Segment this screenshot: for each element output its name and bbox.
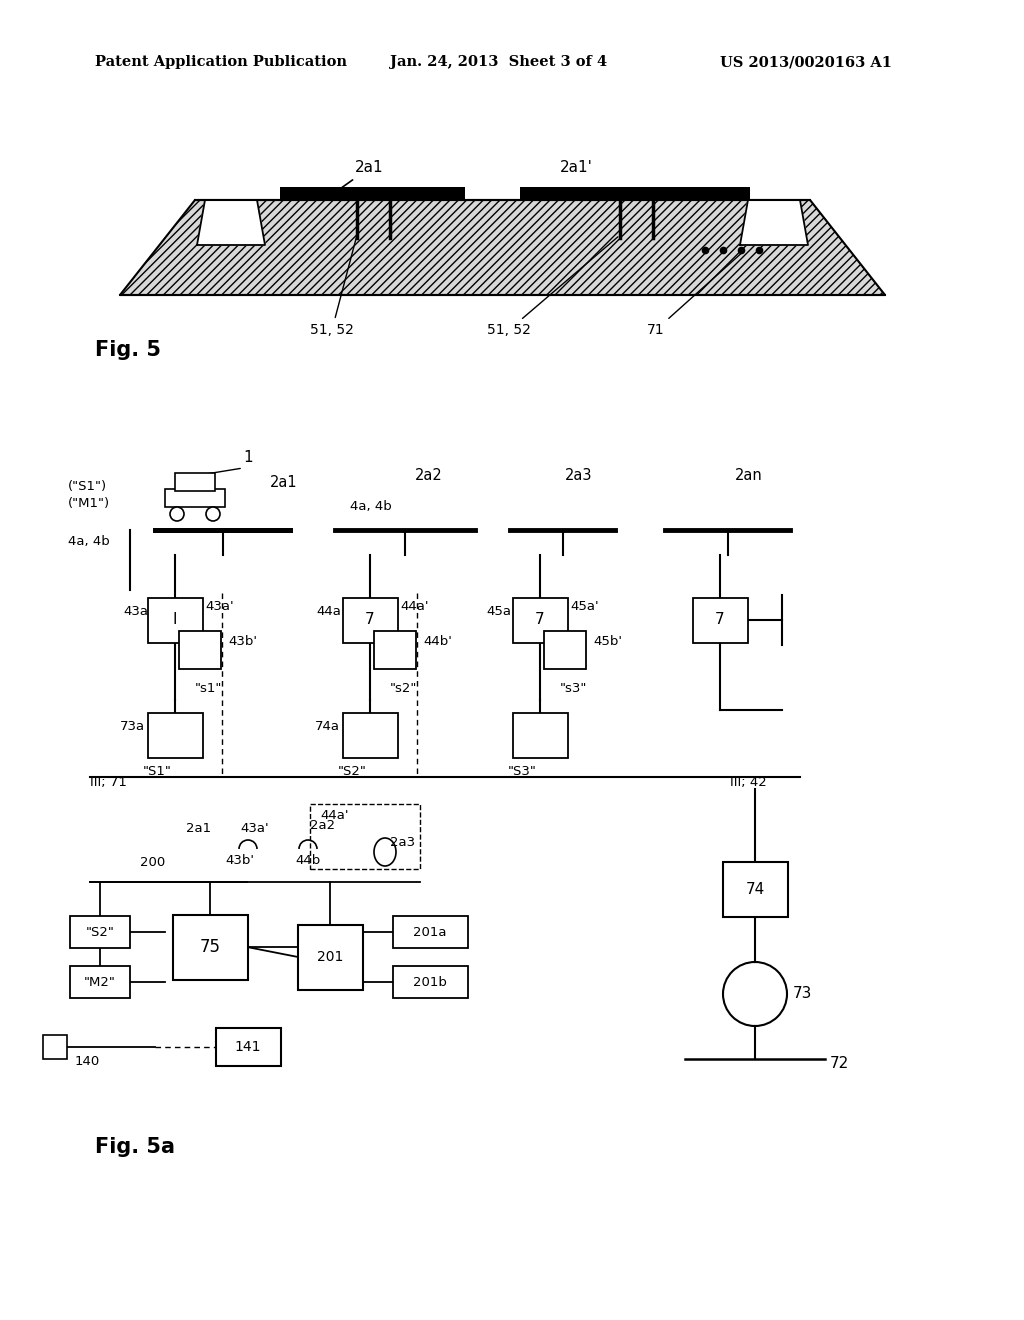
Text: 44b: 44b [295, 854, 321, 867]
Text: 200: 200 [140, 855, 165, 869]
Bar [374, 631, 416, 669]
Text: 74a: 74a [315, 719, 340, 733]
Polygon shape [120, 201, 885, 294]
Polygon shape [120, 201, 885, 294]
Text: III; 71: III; 71 [90, 776, 127, 789]
Bar [520, 187, 750, 201]
Bar [147, 598, 203, 643]
Bar [342, 598, 397, 643]
Text: 43a: 43a [123, 605, 148, 618]
Text: 2a2: 2a2 [310, 818, 335, 832]
Text: 2a1': 2a1' [560, 161, 593, 176]
Bar [723, 862, 787, 916]
Text: 43b': 43b' [228, 635, 257, 648]
Text: ("S1"): ("S1") [68, 480, 108, 492]
Text: 45a: 45a [486, 605, 511, 618]
Bar [172, 915, 248, 979]
Text: 43b': 43b' [225, 854, 254, 867]
Text: 201: 201 [316, 950, 343, 964]
Bar [392, 966, 468, 998]
Text: 2an: 2an [735, 469, 763, 483]
Text: Fig. 5a: Fig. 5a [95, 1137, 175, 1158]
Bar [544, 631, 586, 669]
Text: 75: 75 [200, 939, 220, 956]
Text: 4a, 4b: 4a, 4b [350, 500, 392, 513]
Text: 72: 72 [830, 1056, 849, 1072]
Bar [70, 966, 130, 998]
Text: 4a, 4b: 4a, 4b [68, 535, 110, 548]
Text: Jan. 24, 2013  Sheet 3 of 4: Jan. 24, 2013 Sheet 3 of 4 [390, 55, 607, 69]
Bar [692, 598, 748, 643]
Text: 2a1: 2a1 [270, 475, 298, 490]
Bar [298, 924, 362, 990]
Bar [70, 916, 130, 948]
Polygon shape [197, 201, 265, 246]
Bar [215, 1028, 281, 1067]
Text: "s2": "s2" [390, 682, 418, 696]
Text: 2a3: 2a3 [565, 469, 593, 483]
Text: 43a': 43a' [205, 601, 233, 612]
Bar [392, 916, 468, 948]
Bar [175, 473, 215, 491]
Text: US 2013/0020163 A1: US 2013/0020163 A1 [720, 55, 892, 69]
Text: Patent Application Publication: Patent Application Publication [95, 55, 347, 69]
Bar [512, 713, 567, 758]
Text: 141: 141 [234, 1040, 261, 1053]
Text: 7: 7 [715, 612, 725, 627]
Bar [165, 488, 225, 507]
Text: 2a2: 2a2 [415, 469, 442, 483]
Text: 7: 7 [536, 612, 545, 627]
Text: 2a1: 2a1 [332, 161, 384, 194]
Text: 51, 52: 51, 52 [310, 238, 356, 337]
Text: 201a: 201a [414, 925, 446, 939]
Text: III; 42: III; 42 [730, 776, 767, 789]
Bar [179, 631, 221, 669]
Text: "S2": "S2" [338, 766, 367, 777]
Text: 7: 7 [366, 612, 375, 627]
Text: 51, 52: 51, 52 [487, 236, 617, 337]
Bar [310, 804, 420, 869]
Text: "s3": "s3" [560, 682, 588, 696]
Text: ("M1"): ("M1") [68, 498, 111, 510]
Text: 44a': 44a' [319, 809, 348, 822]
Text: "S1": "S1" [143, 766, 172, 777]
Bar [512, 598, 567, 643]
Text: 73: 73 [793, 986, 812, 1002]
Text: "s1": "s1" [195, 682, 222, 696]
Text: I: I [173, 612, 177, 627]
Text: 44b': 44b' [423, 635, 452, 648]
Text: 45a': 45a' [570, 601, 599, 612]
Text: 44a: 44a [316, 605, 341, 618]
Text: 1: 1 [243, 450, 253, 465]
Bar [43, 1035, 67, 1059]
Text: 74: 74 [745, 882, 765, 896]
Bar [147, 713, 203, 758]
Circle shape [206, 507, 220, 521]
Text: 43a': 43a' [240, 822, 268, 836]
Text: "S3": "S3" [508, 766, 537, 777]
Polygon shape [740, 201, 808, 246]
Text: 73a: 73a [120, 719, 145, 733]
Text: 45b': 45b' [593, 635, 622, 648]
Text: 71: 71 [647, 252, 743, 337]
Text: 2a1: 2a1 [186, 822, 211, 836]
Bar [280, 187, 465, 201]
Text: "M2": "M2" [84, 975, 116, 989]
Text: 140: 140 [75, 1055, 100, 1068]
Text: 201b: 201b [413, 975, 446, 989]
Text: 44a': 44a' [400, 601, 428, 612]
Text: Fig. 5: Fig. 5 [95, 341, 161, 360]
Text: 2a3: 2a3 [390, 836, 415, 849]
Circle shape [170, 507, 184, 521]
Bar [342, 713, 397, 758]
Text: "S2": "S2" [86, 925, 115, 939]
